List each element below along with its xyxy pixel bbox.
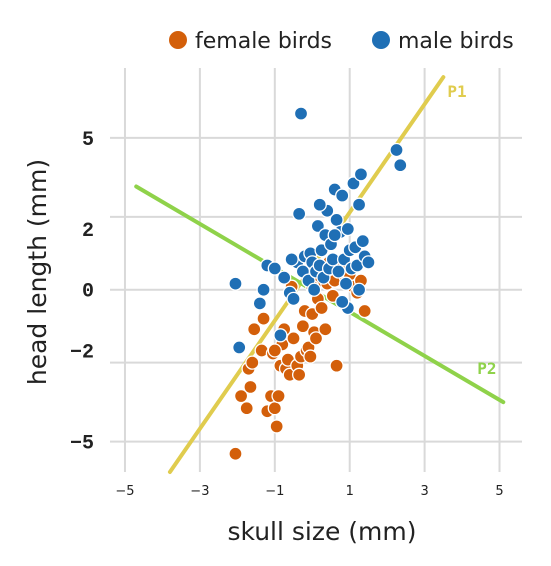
- x-tick-label-4: 3: [420, 484, 428, 499]
- point-male-44: [355, 233, 370, 249]
- point-female-14: [271, 388, 286, 404]
- point-female-13: [269, 419, 284, 434]
- x-tick-labels: −5 −3 −1 1 3 5: [115, 484, 503, 499]
- point-female-52: [318, 322, 333, 337]
- y-tick-labels: 5 2 0 −2 −5: [70, 129, 94, 456]
- point-male-50: [335, 294, 350, 310]
- point-male-1: [232, 340, 247, 355]
- point-female-5: [245, 355, 260, 370]
- point-female-4: [243, 379, 258, 395]
- point-male-12: [293, 106, 309, 121]
- point-female-0: [228, 446, 243, 461]
- point-female-34: [314, 300, 329, 316]
- point-male-5: [267, 261, 282, 276]
- point-male-53: [284, 252, 299, 267]
- legend-label-female: female birds: [195, 29, 332, 54]
- point-male-9: [286, 291, 301, 307]
- point-male-0: [228, 276, 243, 291]
- point-female-6: [247, 322, 262, 337]
- point-male-6: [273, 328, 288, 343]
- point-male-39: [346, 176, 361, 191]
- x-tick-label-5: 5: [495, 484, 503, 499]
- point-female-41: [329, 358, 344, 373]
- x-tick-label-1: −3: [190, 484, 209, 499]
- point-female-24: [295, 319, 311, 334]
- point-female-31: [308, 331, 324, 346]
- x-tick-label-3: 1: [346, 484, 354, 499]
- point-male-46: [361, 255, 376, 270]
- point-female-28: [303, 349, 318, 364]
- point-male-20: [310, 218, 326, 234]
- point-male-30: [329, 212, 344, 228]
- line-label-p2: P2: [477, 359, 496, 378]
- y-tick-label-3: −2: [70, 341, 94, 364]
- point-male-48: [393, 158, 408, 173]
- point-male-18: [306, 282, 322, 297]
- point-male-51: [351, 282, 367, 297]
- point-male-43: [353, 167, 369, 182]
- point-female-22: [291, 367, 307, 382]
- point-male-11: [291, 206, 307, 221]
- legend-marker-female: [169, 31, 187, 49]
- point-female-2: [239, 401, 254, 416]
- point-male-31: [331, 264, 346, 279]
- point-male-2: [252, 296, 267, 311]
- legend-label-male: male birds: [398, 29, 514, 54]
- point-male-3: [256, 282, 271, 297]
- y-axis-title: head length (mm): [23, 159, 52, 385]
- line-label-p1: P1: [447, 82, 466, 101]
- point-male-42: [351, 197, 367, 212]
- point-male-47: [389, 142, 404, 158]
- point-female-53: [267, 343, 282, 358]
- legend-marker-male: [372, 31, 390, 49]
- point-female-12: [267, 401, 282, 416]
- x-tick-label-2: −1: [265, 484, 284, 499]
- y-tick-label-0: 5: [82, 129, 94, 152]
- y-tick-label-4: −5: [70, 433, 94, 456]
- y-tick-label-2: 0: [82, 281, 94, 304]
- point-male-35: [338, 276, 354, 291]
- point-female-49: [357, 303, 372, 319]
- y-tick-label-1: 2: [82, 220, 94, 243]
- point-male-52: [327, 227, 342, 243]
- x-axis-title: skull size (mm): [227, 517, 416, 546]
- point-male-54: [312, 197, 327, 212]
- point-female-20: [286, 331, 301, 346]
- point-male-33: [335, 188, 350, 203]
- legend: female birds male birds: [169, 29, 514, 54]
- point-male-36: [340, 221, 355, 237]
- x-tick-label-0: −5: [115, 484, 134, 499]
- point-male-7: [277, 270, 292, 285]
- data-points: [228, 106, 408, 461]
- point-female-1: [233, 388, 249, 404]
- point-female-8: [256, 311, 271, 326]
